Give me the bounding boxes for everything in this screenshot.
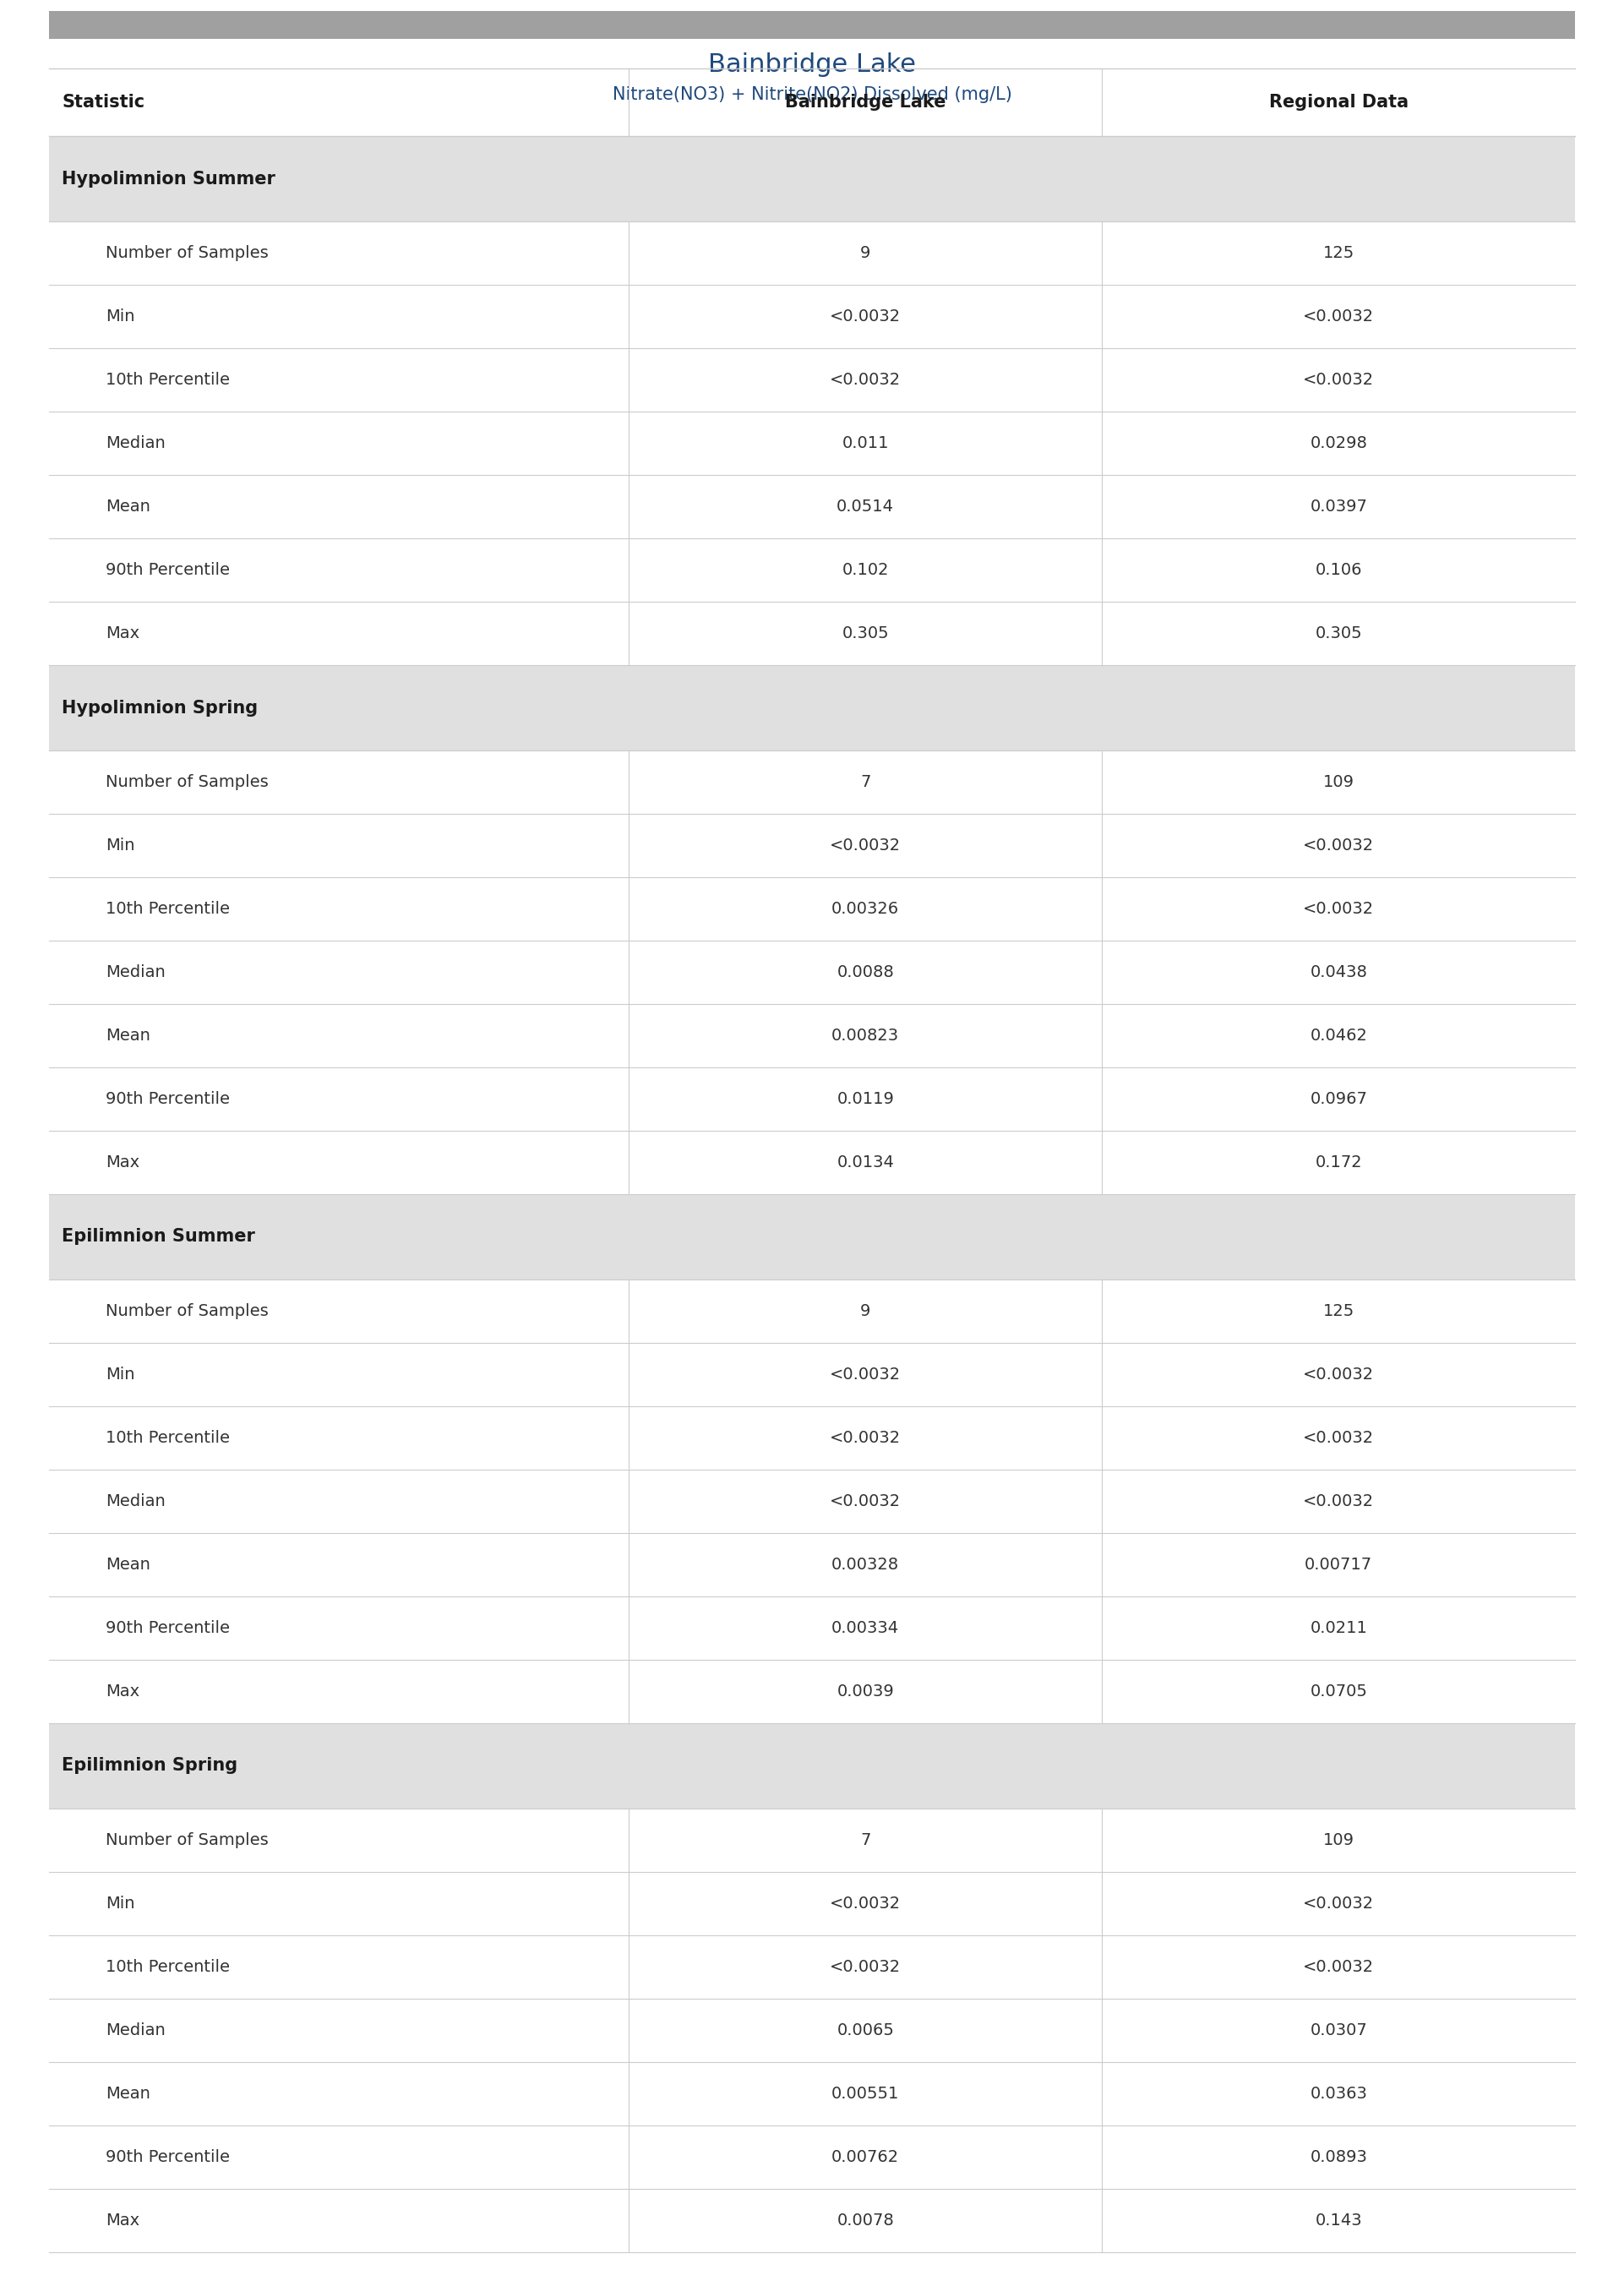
Text: Mean: Mean	[106, 499, 151, 515]
Text: Mean: Mean	[106, 1557, 151, 1573]
Text: <0.0032: <0.0032	[1302, 1367, 1374, 1382]
Text: 10th Percentile: 10th Percentile	[106, 372, 229, 388]
FancyBboxPatch shape	[49, 665, 1575, 751]
Text: 0.0363: 0.0363	[1311, 2086, 1367, 2102]
Text: 0.0039: 0.0039	[836, 1684, 895, 1700]
Text: 90th Percentile: 90th Percentile	[106, 1092, 229, 1108]
Text: <0.0032: <0.0032	[830, 1430, 901, 1446]
Text: 0.0438: 0.0438	[1311, 965, 1367, 981]
Text: 109: 109	[1324, 774, 1354, 790]
Text: <0.0032: <0.0032	[830, 1367, 901, 1382]
Text: <0.0032: <0.0032	[1302, 309, 1374, 325]
Text: Epilimnion Summer: Epilimnion Summer	[62, 1228, 255, 1246]
Text: 0.0119: 0.0119	[836, 1092, 895, 1108]
Text: 0.0514: 0.0514	[836, 499, 895, 515]
FancyBboxPatch shape	[49, 1194, 1575, 1280]
Text: Max: Max	[106, 627, 140, 642]
Text: Mean: Mean	[106, 1028, 151, 1044]
Text: 9: 9	[861, 245, 870, 261]
Text: 7: 7	[861, 774, 870, 790]
Text: 0.0967: 0.0967	[1311, 1092, 1367, 1108]
Text: Regional Data: Regional Data	[1268, 93, 1408, 111]
Text: 0.0134: 0.0134	[836, 1155, 895, 1171]
Text: 0.0211: 0.0211	[1311, 1621, 1367, 1637]
Text: 0.143: 0.143	[1315, 2213, 1363, 2229]
Text: 9: 9	[861, 1303, 870, 1319]
Text: <0.0032: <0.0032	[830, 1895, 901, 1911]
Text: Number of Samples: Number of Samples	[106, 1303, 268, 1319]
Text: Median: Median	[106, 965, 166, 981]
Text: Min: Min	[106, 838, 135, 854]
Text: <0.0032: <0.0032	[1302, 901, 1374, 917]
Text: 0.0298: 0.0298	[1311, 436, 1367, 452]
Text: Hypolimnion Spring: Hypolimnion Spring	[62, 699, 258, 717]
Text: Nitrate(NO3) + Nitrite(NO2) Dissolved (mg/L): Nitrate(NO3) + Nitrite(NO2) Dissolved (m…	[612, 86, 1012, 102]
Text: 0.00823: 0.00823	[831, 1028, 900, 1044]
Text: Min: Min	[106, 1367, 135, 1382]
Text: 7: 7	[861, 1832, 870, 1848]
Text: 0.106: 0.106	[1315, 563, 1363, 579]
Text: 0.102: 0.102	[841, 563, 888, 579]
Text: <0.0032: <0.0032	[1302, 372, 1374, 388]
Text: Number of Samples: Number of Samples	[106, 774, 268, 790]
Text: 90th Percentile: 90th Percentile	[106, 563, 229, 579]
Text: 90th Percentile: 90th Percentile	[106, 1621, 229, 1637]
Text: 90th Percentile: 90th Percentile	[106, 2150, 229, 2166]
Text: Max: Max	[106, 1684, 140, 1700]
Text: Number of Samples: Number of Samples	[106, 245, 268, 261]
Text: Hypolimnion Summer: Hypolimnion Summer	[62, 170, 276, 188]
Text: Min: Min	[106, 309, 135, 325]
Text: <0.0032: <0.0032	[1302, 1494, 1374, 1510]
Text: 0.0893: 0.0893	[1311, 2150, 1367, 2166]
Text: 125: 125	[1324, 245, 1354, 261]
Text: <0.0032: <0.0032	[1302, 1895, 1374, 1911]
Text: <0.0032: <0.0032	[1302, 1430, 1374, 1446]
Text: <0.0032: <0.0032	[830, 838, 901, 854]
Text: 125: 125	[1324, 1303, 1354, 1319]
Text: Statistic: Statistic	[62, 93, 145, 111]
Text: 0.305: 0.305	[1315, 627, 1363, 642]
Text: 0.00717: 0.00717	[1304, 1557, 1372, 1573]
Text: 10th Percentile: 10th Percentile	[106, 901, 229, 917]
Text: Number of Samples: Number of Samples	[106, 1832, 268, 1848]
Text: <0.0032: <0.0032	[830, 372, 901, 388]
Text: 0.0088: 0.0088	[836, 965, 895, 981]
Text: <0.0032: <0.0032	[1302, 838, 1374, 854]
Text: 0.305: 0.305	[841, 627, 888, 642]
Text: <0.0032: <0.0032	[830, 309, 901, 325]
FancyBboxPatch shape	[49, 1723, 1575, 1809]
Text: Bainbridge Lake: Bainbridge Lake	[708, 52, 916, 77]
Text: 109: 109	[1324, 1832, 1354, 1848]
Text: 0.00326: 0.00326	[831, 901, 900, 917]
Text: Max: Max	[106, 2213, 140, 2229]
Text: Epilimnion Spring: Epilimnion Spring	[62, 1757, 237, 1775]
FancyBboxPatch shape	[49, 136, 1575, 222]
Text: 0.0307: 0.0307	[1311, 2023, 1367, 2038]
Text: 0.0705: 0.0705	[1311, 1684, 1367, 1700]
Text: 0.00551: 0.00551	[831, 2086, 900, 2102]
Text: Max: Max	[106, 1155, 140, 1171]
Text: 0.0462: 0.0462	[1311, 1028, 1367, 1044]
Text: 0.00762: 0.00762	[831, 2150, 900, 2166]
Text: 0.0065: 0.0065	[836, 2023, 895, 2038]
Text: 0.00334: 0.00334	[831, 1621, 900, 1637]
Text: 0.0078: 0.0078	[836, 2213, 895, 2229]
Text: <0.0032: <0.0032	[830, 1959, 901, 1975]
Text: 10th Percentile: 10th Percentile	[106, 1959, 229, 1975]
Text: Median: Median	[106, 1494, 166, 1510]
Text: <0.0032: <0.0032	[830, 1494, 901, 1510]
Text: 0.172: 0.172	[1315, 1155, 1363, 1171]
Text: <0.0032: <0.0032	[1302, 1959, 1374, 1975]
Text: Min: Min	[106, 1895, 135, 1911]
Text: 10th Percentile: 10th Percentile	[106, 1430, 229, 1446]
Text: Mean: Mean	[106, 2086, 151, 2102]
Text: 0.0397: 0.0397	[1311, 499, 1367, 515]
Text: 0.011: 0.011	[841, 436, 888, 452]
Text: Median: Median	[106, 2023, 166, 2038]
Text: Median: Median	[106, 436, 166, 452]
FancyBboxPatch shape	[49, 11, 1575, 39]
Text: 0.00328: 0.00328	[831, 1557, 900, 1573]
Text: Bainbridge Lake: Bainbridge Lake	[784, 93, 945, 111]
